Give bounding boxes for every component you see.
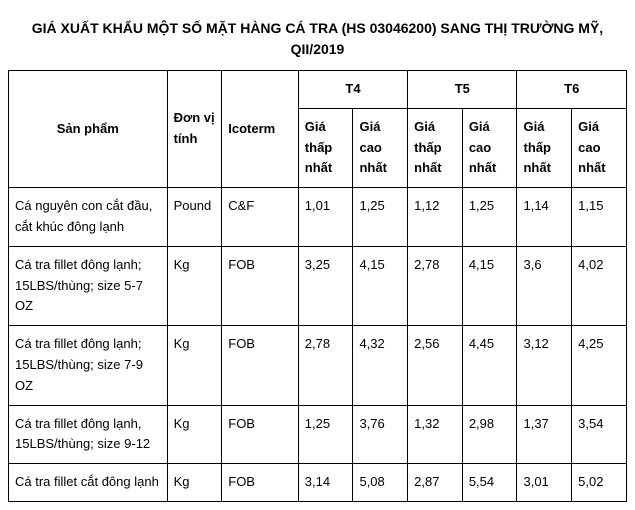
cell-t5-high: 4,15 — [462, 246, 517, 325]
col-header-t4-high: Giá cao nhất — [353, 108, 408, 187]
cell-product: Cá tra fillet đông lạnh; 15LBS/thùng; si… — [9, 246, 168, 325]
cell-t5-high: 2,98 — [462, 405, 517, 464]
cell-icoterm: FOB — [222, 326, 299, 405]
col-header-unit: Đơn vị tính — [167, 71, 222, 188]
cell-t5-low: 1,32 — [408, 405, 463, 464]
col-header-product: Sản phẩm — [9, 71, 168, 188]
cell-t6-low: 1,14 — [517, 188, 572, 247]
price-table-container: GIÁ XUẤT KHẨU MỘT SỐ MẶT HÀNG CÁ TRA (HS… — [8, 8, 627, 502]
cell-t5-low: 2,56 — [408, 326, 463, 405]
cell-t6-low: 1,37 — [517, 405, 572, 464]
cell-product: Cá tra fillet đông lạnh, 15LBS/thùng; si… — [9, 405, 168, 464]
header-row-1: Sản phẩm Đơn vị tính Icoterm T4 T5 T6 — [9, 71, 627, 109]
col-header-t5: T5 — [408, 71, 517, 109]
cell-t4-low: 3,25 — [298, 246, 353, 325]
cell-unit: Kg — [167, 326, 222, 405]
price-table: GIÁ XUẤT KHẨU MỘT SỐ MẶT HÀNG CÁ TRA (HS… — [8, 8, 627, 502]
cell-t4-low: 3,14 — [298, 464, 353, 502]
title-row: GIÁ XUẤT KHẨU MỘT SỐ MẶT HÀNG CÁ TRA (HS… — [9, 8, 627, 71]
col-header-t6: T6 — [517, 71, 627, 109]
table-row: Cá tra fillet đông lạnh; 15LBS/thùng; si… — [9, 326, 627, 405]
cell-t4-high: 4,15 — [353, 246, 408, 325]
cell-t5-high: 5,54 — [462, 464, 517, 502]
cell-t4-high: 3,76 — [353, 405, 408, 464]
cell-t5-low: 2,87 — [408, 464, 463, 502]
cell-t6-high: 4,02 — [572, 246, 627, 325]
cell-t4-high: 5,08 — [353, 464, 408, 502]
cell-t5-low: 2,78 — [408, 246, 463, 325]
cell-t4-low: 1,01 — [298, 188, 353, 247]
col-header-t5-low: Giá thấp nhất — [408, 108, 463, 187]
cell-unit: Kg — [167, 246, 222, 325]
cell-icoterm: FOB — [222, 405, 299, 464]
cell-icoterm: FOB — [222, 246, 299, 325]
cell-t5-high: 4,45 — [462, 326, 517, 405]
col-header-t5-high: Giá cao nhất — [462, 108, 517, 187]
table-row: Cá tra fillet đông lạnh; 15LBS/thùng; si… — [9, 246, 627, 325]
cell-t6-low: 3,12 — [517, 326, 572, 405]
cell-t6-high: 3,54 — [572, 405, 627, 464]
cell-t6-high: 1,15 — [572, 188, 627, 247]
table-title: GIÁ XUẤT KHẨU MỘT SỐ MẶT HÀNG CÁ TRA (HS… — [9, 8, 627, 71]
cell-t6-high: 4,25 — [572, 326, 627, 405]
cell-t4-high: 4,32 — [353, 326, 408, 405]
cell-t4-low: 2,78 — [298, 326, 353, 405]
cell-t4-low: 1,25 — [298, 405, 353, 464]
table-row: Cá tra fillet cắt đông lạnh Kg FOB 3,14 … — [9, 464, 627, 502]
col-header-t4-low: Giá thấp nhất — [298, 108, 353, 187]
cell-icoterm: FOB — [222, 464, 299, 502]
col-header-icoterm: Icoterm — [222, 71, 299, 188]
col-header-t6-low: Giá thấp nhất — [517, 108, 572, 187]
cell-unit: Pound — [167, 188, 222, 247]
table-row: Cá nguyên con cắt đầu, cắt khúc đông lạn… — [9, 188, 627, 247]
cell-t5-high: 1,25 — [462, 188, 517, 247]
cell-t6-high: 5,02 — [572, 464, 627, 502]
cell-product: Cá tra fillet đông lạnh; 15LBS/thùng; si… — [9, 326, 168, 405]
cell-product: Cá tra fillet cắt đông lạnh — [9, 464, 168, 502]
cell-t6-low: 3,01 — [517, 464, 572, 502]
cell-unit: Kg — [167, 405, 222, 464]
cell-unit: Kg — [167, 464, 222, 502]
table-row: Cá tra fillet đông lạnh, 15LBS/thùng; si… — [9, 405, 627, 464]
cell-t5-low: 1,12 — [408, 188, 463, 247]
cell-icoterm: C&F — [222, 188, 299, 247]
col-header-t4: T4 — [298, 71, 407, 109]
col-header-t6-high: Giá cao nhất — [572, 108, 627, 187]
cell-t4-high: 1,25 — [353, 188, 408, 247]
cell-product: Cá nguyên con cắt đầu, cắt khúc đông lạn… — [9, 188, 168, 247]
cell-t6-low: 3,6 — [517, 246, 572, 325]
